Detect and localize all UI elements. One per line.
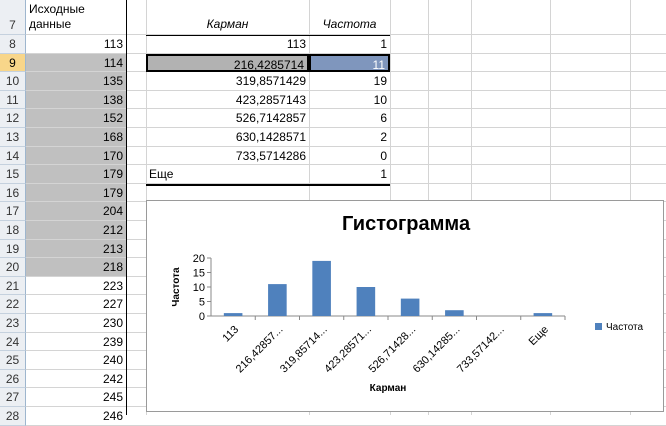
data-cell[interactable]: 170 (26, 146, 126, 165)
bin-cell[interactable]: 423,2857143 (235, 92, 306, 107)
histogram-bar (268, 284, 287, 316)
histogram-bar (312, 260, 331, 316)
row-header[interactable]: 11 (0, 90, 26, 110)
row-gridline (26, 0, 666, 35)
frequency-cell[interactable]: 1 (380, 167, 387, 182)
column-a-border (126, 0, 127, 415)
data-cell[interactable]: 135 (26, 72, 126, 90)
data-cell[interactable]: 114 (26, 53, 126, 72)
frequency-cell[interactable]: 11 (309, 53, 390, 72)
data-cell[interactable]: 239 (102, 334, 123, 349)
legend-swatch (595, 323, 602, 330)
histogram-bar (445, 310, 464, 316)
frequency-cell[interactable]: 19 (373, 74, 387, 89)
bin-cell[interactable]: 733,5714286 (235, 148, 306, 163)
row-gridline (26, 72, 666, 91)
row-header[interactable]: 14 (0, 146, 26, 166)
chart-title: Гистограмма (341, 213, 471, 235)
row-header[interactable]: 16 (0, 183, 26, 203)
row-gridline (26, 109, 666, 128)
data-cell[interactable]: 204 (26, 202, 126, 220)
data-cell[interactable]: 179 (26, 165, 126, 183)
row-gridline (26, 54, 666, 73)
data-cell[interactable]: 230 (102, 316, 123, 330)
x-axis-label: Карман (370, 383, 407, 394)
row-header[interactable]: 18 (0, 221, 26, 240)
y-axis-label: Частота (171, 267, 182, 307)
row-header[interactable]: 17 (0, 202, 26, 221)
row-header[interactable]: 9 (0, 53, 26, 73)
data-cell[interactable]: 245 (102, 390, 123, 405)
row-header[interactable]: 23 (0, 314, 26, 333)
row-header[interactable]: 8 (0, 35, 26, 54)
y-tick-label: 0 (199, 311, 205, 323)
row-header[interactable]: 10 (0, 72, 26, 91)
bin-header[interactable]: Карман (206, 17, 249, 31)
row-header[interactable]: 27 (0, 388, 26, 407)
x-tick-label: 113 (220, 324, 241, 345)
row-header[interactable]: 25 (0, 351, 26, 370)
bin-cell[interactable]: 113 (286, 37, 306, 51)
data-cell[interactable]: 242 (102, 371, 123, 386)
row-header[interactable]: 22 (0, 295, 26, 314)
y-tick-label: 15 (193, 268, 205, 280)
frequency-header[interactable]: Частота (322, 17, 377, 31)
frequency-cell[interactable]: 6 (380, 111, 387, 126)
data-cell[interactable]: 223 (102, 278, 123, 293)
data-cell[interactable]: 227 (102, 297, 123, 312)
histogram-bar (356, 287, 376, 316)
row-gridline (26, 147, 666, 166)
row-header[interactable]: 28 (0, 407, 26, 426)
data-cell[interactable]: 246 (102, 409, 123, 423)
row-header[interactable]: 12 (0, 109, 26, 128)
frequency-cell[interactable]: 1 (380, 37, 387, 51)
bin-cell[interactable]: Еще (149, 167, 174, 182)
row-gridline (26, 165, 666, 184)
bin-cell[interactable]: 630,1428571 (235, 130, 306, 144)
row-header[interactable]: 24 (0, 332, 26, 352)
data-cell[interactable]: 213 (26, 239, 126, 258)
bin-cell[interactable]: 216,4285714 (146, 53, 309, 72)
table-header-border (146, 35, 390, 36)
histogram-bar (400, 298, 420, 316)
x-tick-label: Еще (527, 324, 551, 348)
row-header[interactable]: 15 (0, 165, 26, 184)
bin-cell[interactable]: 526,7142857 (235, 111, 306, 126)
data-cell[interactable]: 240 (102, 353, 123, 368)
row-header[interactable]: 19 (0, 239, 26, 259)
y-tick-label: 5 (199, 297, 205, 309)
data-cell[interactable]: 113 (103, 37, 123, 51)
x-tick-label: 733,57142... (455, 324, 507, 376)
bin-cell[interactable]: 319,8571429 (235, 74, 306, 89)
data-cell[interactable]: 179 (26, 183, 126, 202)
row-gridline (26, 91, 666, 110)
data-cell[interactable]: 168 (26, 128, 126, 146)
data-cell[interactable]: 152 (26, 109, 126, 127)
histogram-chart[interactable]: Гистограмма 0 5 10 15 20 Частота 113 216,42857.… (146, 200, 664, 412)
y-tick-label: 20 (193, 253, 205, 265)
data-cell[interactable]: 212 (26, 221, 126, 239)
data-cell[interactable]: 138 (26, 90, 126, 109)
row-header[interactable]: 13 (0, 128, 26, 147)
histogram-bar (533, 313, 553, 316)
row-gridline (26, 128, 666, 147)
data-cell[interactable]: 218 (26, 258, 126, 276)
row-header[interactable]: 7 (0, 0, 26, 35)
frequency-cell[interactable]: 10 (373, 92, 387, 107)
frequency-cell[interactable]: 0 (380, 148, 387, 163)
histogram-bar (223, 313, 243, 316)
y-tick-label: 10 (193, 282, 205, 294)
row-gridline (26, 35, 666, 54)
frequency-cell[interactable]: 2 (380, 130, 387, 144)
row-header[interactable]: 20 (0, 258, 26, 277)
legend-label: Частота (606, 322, 644, 333)
table-bottom-border (146, 183, 390, 186)
chart-canvas: 05101520Частота113216,42857...319,85714.… (171, 253, 644, 394)
row-header[interactable]: 26 (0, 369, 26, 389)
row-header[interactable]: 21 (0, 276, 26, 296)
column-a-header[interactable]: Исходные данные (29, 2, 85, 31)
